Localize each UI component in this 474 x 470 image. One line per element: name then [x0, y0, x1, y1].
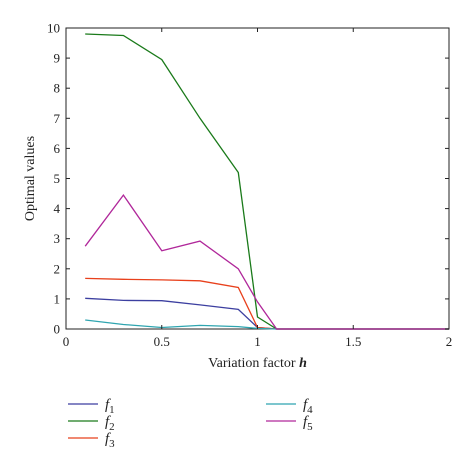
y-tick-label: 0 [54, 322, 61, 337]
y-tick-label: 1 [54, 291, 61, 306]
y-tick-label: 6 [54, 141, 61, 156]
legend-label-f1: f1 [105, 397, 115, 416]
y-tick-label: 2 [54, 261, 61, 276]
x-tick-label: 2 [446, 334, 453, 349]
y-tick-label: 4 [54, 201, 61, 216]
legend-label-f3: f3 [105, 431, 115, 450]
axes-layer: 0 0.5 1 1.5 2 0 1 2 3 4 5 6 7 8 9 10 Variation factor h O… [23, 21, 452, 372]
y-tick-label: 7 [54, 111, 61, 126]
y-axis-label: Optimal values [23, 136, 38, 221]
x-tick-label: 0.5 [154, 334, 170, 349]
x-tick-label: 1 [254, 334, 261, 349]
plot-area [65, 27, 450, 330]
x-tick-label: 1.5 [345, 334, 361, 349]
series-layer [84, 33, 449, 330]
y-tick-label: 8 [54, 81, 61, 96]
y-tick-label: 9 [54, 51, 61, 66]
x-axis-label: Variation factor h [208, 356, 307, 371]
x-tick-label: 0 [63, 334, 70, 349]
legend-label-f2: f2 [105, 414, 115, 433]
y-tick-label: 10 [47, 21, 60, 36]
y-tick-label: 3 [54, 231, 61, 246]
y-tick-label: 5 [54, 171, 61, 186]
plot-frame [65, 27, 450, 330]
legend-label-f5: f5 [303, 414, 313, 433]
series-line-f5 [84, 193, 449, 330]
legend-label-f4: f4 [303, 397, 313, 416]
